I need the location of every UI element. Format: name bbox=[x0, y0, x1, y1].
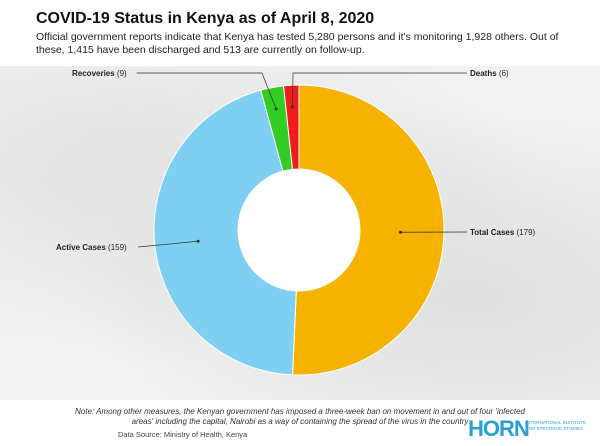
leader-line-active-cases bbox=[138, 240, 199, 248]
logo-wordmark: HORN bbox=[468, 416, 530, 441]
logo-subtext: INTERNATIONAL INSTITUTE FOR STRATEGIC ST… bbox=[526, 420, 587, 431]
footnote: Note: Among other measures, the Kenyan g… bbox=[75, 407, 525, 426]
label-recoveries: Recoveries (9) bbox=[72, 69, 127, 78]
label-active-cases: Active Cases (159) bbox=[56, 243, 127, 252]
horn-logo: HORN INTERNATIONAL INSTITUTE FOR STRATEG… bbox=[468, 417, 594, 441]
label-deaths: Deaths (6) bbox=[470, 69, 509, 78]
donut-hole bbox=[238, 169, 360, 291]
leader-line-deaths bbox=[292, 72, 467, 107]
donut-chart: Total Cases (179) Active Cases (159) Recov… bbox=[56, 69, 536, 376]
chart-subtitle: Official government reports indicate tha… bbox=[36, 31, 559, 56]
chart-title: COVID-19 Status in Kenya as of April 8, … bbox=[36, 10, 375, 27]
leader-line-recoveries bbox=[136, 72, 277, 110]
label-total-cases: Total Cases (179) bbox=[470, 228, 536, 237]
data-source: Data Source: Ministry of Health, Kenya bbox=[118, 430, 248, 439]
